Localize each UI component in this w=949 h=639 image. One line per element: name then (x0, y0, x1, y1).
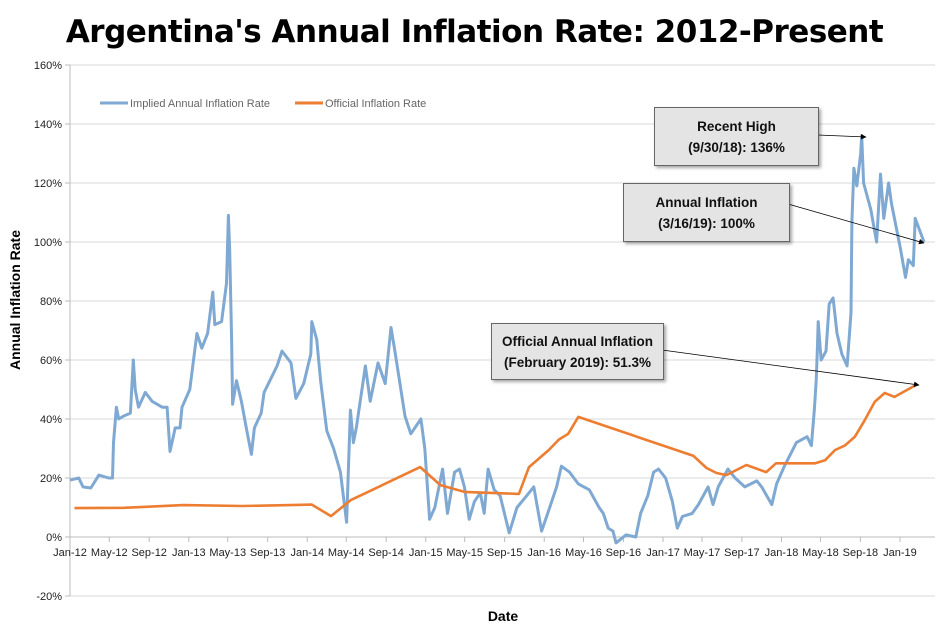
x-tick-label: Sep-17 (724, 547, 759, 559)
y-tick-label: 100% (34, 237, 62, 249)
series-line-implied (69, 134, 926, 545)
x-tick-label: May-16 (565, 547, 602, 559)
x-tick-label: May-18 (802, 547, 839, 559)
x-tick-label: Jan-17 (646, 547, 680, 559)
y-tick-label: 80% (40, 296, 62, 308)
y-axis-label: Annual Inflation Rate (7, 230, 23, 370)
x-tick-label: Jan-14 (290, 547, 324, 559)
y-tick-label: 60% (40, 355, 62, 367)
annotation-official-inflation: Official Annual Inflation (February 2019… (491, 323, 664, 380)
annotation-line1: Annual Inflation (655, 194, 758, 210)
x-tick-label: Sep-16 (606, 547, 641, 559)
arrow-annual-inflation (787, 203, 925, 245)
x-tick-label: Sep-15 (487, 547, 522, 559)
x-tick-label: Jan-15 (409, 547, 443, 559)
annotation-line2: (February 2019): 51.3% (503, 354, 652, 370)
annotation-recent-high: Recent High (9/30/18): 136% (654, 107, 819, 166)
x-axis-label: Date (488, 608, 519, 624)
x-tick-label: Jan-12 (53, 547, 87, 559)
x-tick-label: Sep-18 (843, 547, 878, 559)
annotation-line2: (3/16/19): 100% (658, 215, 755, 231)
arrow-recent-high (817, 133, 867, 140)
y-tick-label: 20% (40, 473, 62, 485)
arrow-official-inflation (661, 349, 920, 388)
annotation-annual-inflation: Annual Inflation (3/16/19): 100% (623, 183, 790, 242)
y-tick-label: 0% (46, 532, 62, 544)
annotation-line2: (9/30/18): 136% (688, 139, 785, 155)
legend-label-implied: Implied Annual Inflation Rate (130, 98, 270, 110)
x-tick-label: May-12 (91, 547, 128, 559)
x-tick-label: May-17 (684, 547, 721, 559)
y-tick-label: -20% (36, 591, 62, 603)
x-tick-label: Sep-12 (131, 547, 166, 559)
x-tick-label: Jan-19 (883, 547, 917, 559)
x-tick-label: May-13 (209, 547, 246, 559)
y-tick-label: 160% (34, 60, 62, 72)
x-tick-label: May-15 (446, 547, 483, 559)
y-tick-label: 140% (34, 119, 62, 131)
legend: Implied Annual Inflation Rate Official I… (100, 98, 426, 110)
x-tick-label: Jan-13 (172, 547, 206, 559)
y-tick-label: 40% (40, 414, 62, 426)
annotation-line1: Official Annual Inflation (502, 333, 653, 349)
series-line-official (74, 384, 916, 518)
y-tick-label: 120% (34, 178, 62, 190)
legend-label-official: Official Inflation Rate (325, 98, 426, 110)
x-tick-label: May-14 (328, 547, 365, 559)
x-tick-label: Sep-14 (368, 547, 403, 559)
chart-title: Argentina's Annual Inflation Rate: 2012-… (65, 14, 884, 50)
x-tick-label: Sep-13 (250, 547, 285, 559)
x-tick-label: Jan-16 (527, 547, 561, 559)
annotation-line1: Recent High (697, 118, 776, 134)
x-tick-label: Jan-18 (765, 547, 799, 559)
